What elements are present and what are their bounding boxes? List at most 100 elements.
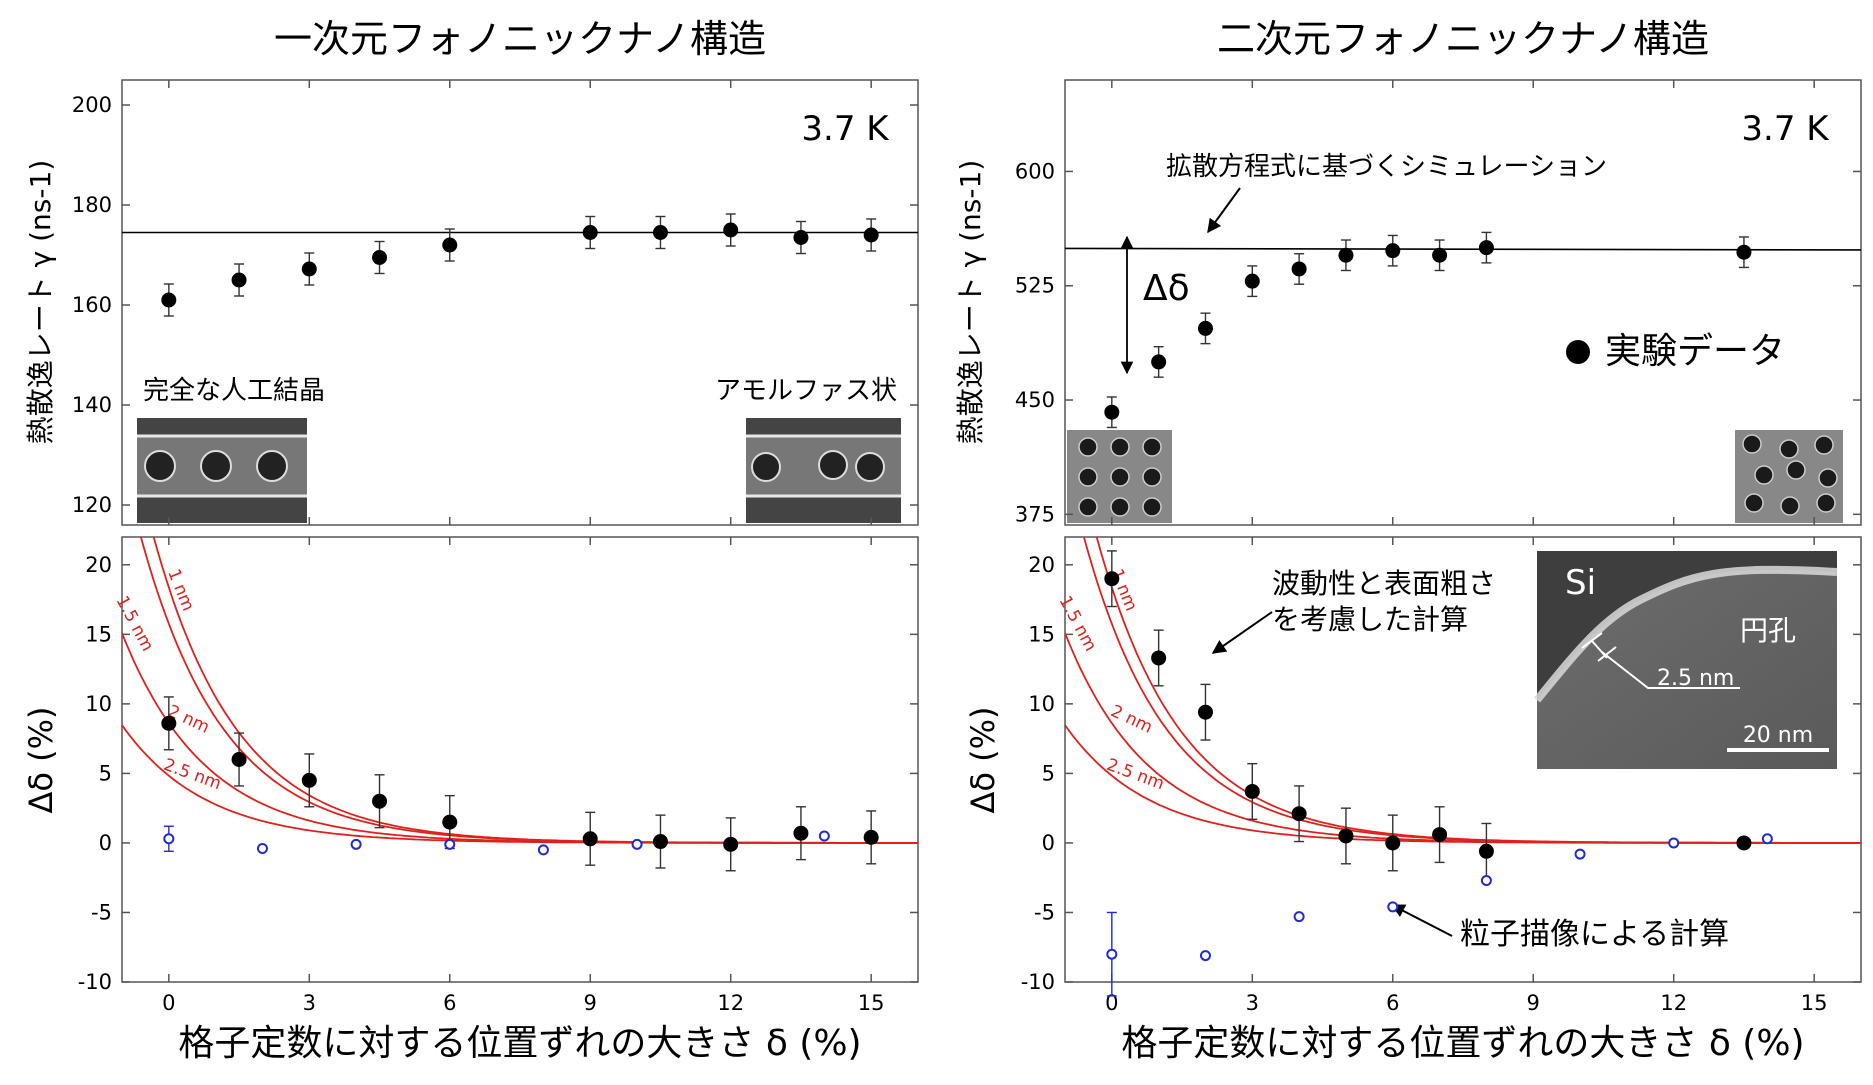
right-bottom-particle-point: [1574, 848, 1586, 860]
left-bottom-ytick-label: 5: [99, 761, 112, 785]
right-bottom-particle-point: [1106, 948, 1118, 960]
left-bottom-data-point: [863, 829, 879, 845]
left-top-frame: [121, 79, 919, 526]
left-top-data-point: [301, 261, 317, 277]
right-bottom-ytick-label: 5: [1042, 761, 1055, 785]
right-bottom-ytick-label: 20: [1028, 553, 1055, 577]
sem-inset-2d-perfect: [1067, 430, 1172, 523]
left-bottom-data-point: [652, 834, 668, 850]
right-bottom-frame: [1064, 536, 1862, 983]
wave-label-line2: を考慮した計算: [1272, 603, 1468, 636]
right-top-data-point: [1151, 354, 1167, 370]
left-top-series-data: [161, 213, 879, 317]
right-bottom-xtick-label: 6: [1386, 991, 1399, 1015]
right-top-ylabel: 熱散逸レート γ (ns-1): [954, 160, 987, 444]
left-bottom-series-experiment: [161, 696, 879, 872]
right-bottom-curve-label: 2 nm: [1108, 701, 1156, 738]
left-bottom-data-point: [582, 831, 598, 847]
left-bottom-data-point: [161, 715, 177, 731]
right-bottom-particle-point: [1293, 911, 1305, 923]
right-bottom-series-particle: [1106, 833, 1773, 997]
left-bottom-ylabel: Δδ (%): [22, 706, 60, 813]
left-bottom-xtick-label: 6: [443, 991, 456, 1015]
right-bottom-particle-point: [1668, 837, 1680, 849]
particle-arrow: [1390, 904, 1453, 937]
sem-thickness-label: 2.5 nm: [1657, 666, 1734, 691]
left-bottom-particle-point: [256, 843, 268, 854]
right-top-data-point: [1104, 404, 1120, 420]
sem-inset-si: [1533, 551, 1838, 769]
right-bottom-data-point: [1104, 571, 1120, 587]
right-title: 二次元フォノニックナノ構造: [1217, 17, 1709, 61]
left-bottom-curve-2nm: [122, 632, 918, 844]
right-bottom-data-point: [1338, 828, 1354, 844]
left-top-ytick-label: 180: [72, 193, 112, 217]
left-bottom-ytick-label: -10: [78, 970, 112, 994]
left-bottom-xtick-label: 12: [717, 991, 744, 1015]
right-bottom-particle-point: [1387, 901, 1399, 913]
left-bottom-curve-25nm: [122, 724, 918, 844]
right-temperature: 3.7 K: [1741, 109, 1830, 149]
left-bottom-particle-point: [444, 838, 456, 850]
left-top-ytick-label: 140: [72, 393, 112, 417]
left-bottom-ytick-label: 0: [99, 831, 112, 855]
right-top-data-point: [1478, 240, 1494, 256]
left-title: 一次元フォノニックナノ構造: [274, 17, 766, 61]
left-bottom-curve-label: 1.5 nm: [112, 593, 158, 655]
right-bottom-ytick-label: -5: [1034, 900, 1055, 924]
left-top-ytick-label: 160: [72, 293, 112, 317]
simulation-arrow: [1207, 187, 1241, 234]
wave-label-line1: 波動性と表面粗さ: [1272, 567, 1496, 600]
left-bottom-data-point: [301, 772, 317, 788]
left-bottom-particle-point: [537, 844, 549, 856]
left-bottom-ytick-label: 20: [85, 553, 112, 577]
left-top-data-point: [231, 272, 247, 288]
left-top-ylabel: 熱散逸レート γ (ns-1): [24, 160, 57, 444]
left-bottom-model-curves: [122, 537, 918, 844]
left-bottom-particle-point: [631, 838, 643, 850]
right-bottom-model-curves: [1065, 537, 1861, 844]
right-top-data-point: [1197, 320, 1213, 336]
right-top-data-point: [1338, 247, 1354, 263]
right-bottom-data-point: [1478, 843, 1494, 859]
left-bottom-data-point: [723, 836, 739, 852]
right-bottom-ytick-label: 0: [1042, 831, 1055, 855]
left-bottom-series-particle: [163, 825, 830, 856]
right-top-data-point: [1432, 247, 1448, 263]
right-top-simulation-line: [1064, 247, 1862, 251]
left-top-data-point: [723, 222, 739, 238]
right-bottom-ytick-label: 15: [1028, 622, 1055, 646]
sem-material-label: Si: [1565, 563, 1596, 603]
left-top-data-point: [652, 225, 668, 240]
left-bottom-xtick-label: 0: [162, 991, 175, 1015]
left-bottom-ytick-label: 10: [85, 692, 112, 716]
right-top-ytick-label: 525: [1015, 274, 1055, 298]
sem-inset-1d-amorphous: [746, 418, 901, 523]
right-bottom-particle-point: [1480, 874, 1492, 886]
left-top-data-point: [582, 225, 598, 240]
right-bottom-data-point: [1151, 650, 1167, 666]
left-top-data-point: [793, 230, 809, 245]
right-top-frame: [1064, 79, 1862, 526]
sem-inset-2d-disordered: [1735, 430, 1843, 523]
left-bottom-particle-point: [163, 833, 175, 845]
right-bottom-data-point: [1736, 835, 1752, 851]
left-bottom-xtick-label: 3: [303, 991, 316, 1015]
left-bottom-curve-label: 2.5 nm: [161, 755, 224, 794]
sem-inset-1d-perfect: [137, 418, 307, 523]
left-top-data-point: [161, 292, 177, 308]
right-bottom-data-point: [1291, 806, 1307, 822]
right-xlabel: 格子定数に対する位置ずれの大きさ δ (%): [1121, 1023, 1804, 1064]
right-bottom-xtick-label: 0: [1105, 991, 1118, 1015]
right-bottom-xtick-label: 15: [1801, 991, 1828, 1015]
left-bottom-particle-point: [818, 830, 830, 842]
sem-scale-label: 20 nm: [1743, 723, 1813, 748]
right-bottom-data-point: [1244, 783, 1260, 799]
right-bottom-xtick-label: 3: [1246, 991, 1259, 1015]
legend-label: 実験データ: [1605, 331, 1785, 372]
right-bottom-series-experiment: [1104, 550, 1752, 880]
legend-marker: [1566, 340, 1590, 364]
left-bottom-ytick-label: 15: [85, 622, 112, 646]
right-bottom-curve-label: 2.5 nm: [1104, 755, 1167, 794]
